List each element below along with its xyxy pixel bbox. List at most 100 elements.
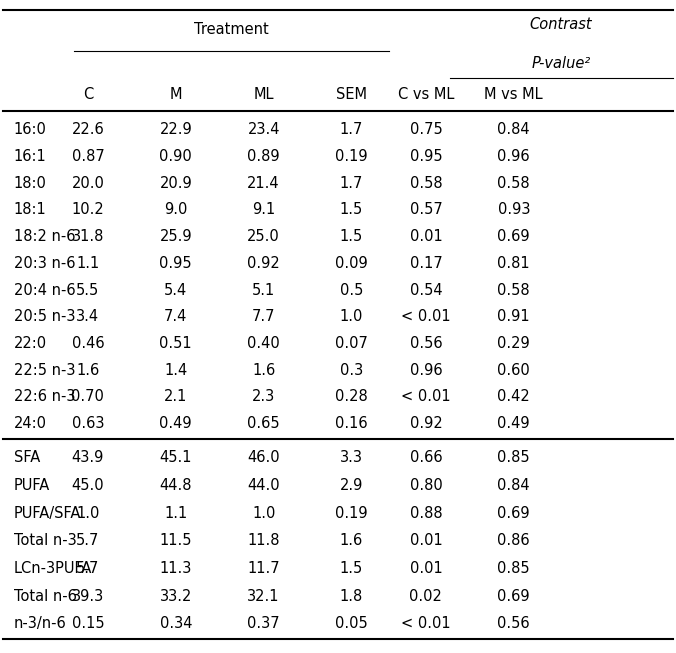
Text: 1.6: 1.6 — [340, 534, 363, 549]
Text: 0.02: 0.02 — [410, 588, 442, 603]
Text: 2.1: 2.1 — [164, 389, 187, 404]
Text: 0.58: 0.58 — [410, 176, 442, 191]
Text: 22.6: 22.6 — [72, 122, 104, 137]
Text: 0.69: 0.69 — [498, 229, 530, 244]
Text: < 0.01: < 0.01 — [401, 310, 451, 325]
Text: 0.37: 0.37 — [247, 616, 280, 631]
Text: 0.29: 0.29 — [498, 336, 530, 351]
Text: 5.4: 5.4 — [164, 283, 187, 298]
Text: 32.1: 32.1 — [247, 588, 280, 603]
Text: 0.85: 0.85 — [498, 450, 530, 465]
Text: 0.93: 0.93 — [498, 202, 530, 217]
Text: 45.1: 45.1 — [160, 450, 192, 465]
Text: 11.5: 11.5 — [160, 534, 192, 549]
Text: 0.86: 0.86 — [498, 534, 530, 549]
Text: 0.3: 0.3 — [340, 363, 363, 377]
Text: Total n-6: Total n-6 — [14, 588, 76, 603]
Text: SFA: SFA — [14, 450, 40, 465]
Text: 0.28: 0.28 — [335, 389, 368, 404]
Text: 5.1: 5.1 — [252, 283, 275, 298]
Text: 7.4: 7.4 — [164, 310, 187, 325]
Text: 0.60: 0.60 — [498, 363, 530, 377]
Text: 0.75: 0.75 — [410, 122, 442, 137]
Text: 0.54: 0.54 — [410, 283, 442, 298]
Text: 0.42: 0.42 — [498, 389, 530, 404]
Text: C vs ML: C vs ML — [397, 88, 454, 102]
Text: 9.0: 9.0 — [164, 202, 187, 217]
Text: 3.4: 3.4 — [76, 310, 99, 325]
Text: Contrast: Contrast — [530, 17, 592, 31]
Text: 31.8: 31.8 — [72, 229, 104, 244]
Text: 0.95: 0.95 — [410, 149, 442, 164]
Text: 20:3 n-6: 20:3 n-6 — [14, 256, 75, 271]
Text: 0.84: 0.84 — [498, 478, 530, 493]
Text: 0.88: 0.88 — [410, 505, 442, 520]
Text: 0.19: 0.19 — [335, 149, 368, 164]
Text: 0.84: 0.84 — [498, 122, 530, 137]
Text: 1.0: 1.0 — [340, 310, 363, 325]
Text: 0.51: 0.51 — [160, 336, 192, 351]
Text: LCn-3PUFA: LCn-3PUFA — [14, 561, 92, 576]
Text: 0.69: 0.69 — [498, 588, 530, 603]
Text: Treatment: Treatment — [194, 22, 269, 37]
Text: 25.0: 25.0 — [247, 229, 280, 244]
Text: 0.91: 0.91 — [498, 310, 530, 325]
Text: 22:6 n-3: 22:6 n-3 — [14, 389, 75, 404]
Text: 9.1: 9.1 — [252, 202, 275, 217]
Text: < 0.01: < 0.01 — [401, 389, 451, 404]
Text: 0.87: 0.87 — [72, 149, 104, 164]
Text: 22.9: 22.9 — [160, 122, 192, 137]
Text: 11.3: 11.3 — [160, 561, 192, 576]
Text: n-3/n-6: n-3/n-6 — [14, 616, 66, 631]
Text: 1.6: 1.6 — [252, 363, 275, 377]
Text: 0.69: 0.69 — [498, 505, 530, 520]
Text: 5.7: 5.7 — [76, 534, 99, 549]
Text: 20.0: 20.0 — [72, 176, 104, 191]
Text: 1.0: 1.0 — [252, 505, 275, 520]
Text: 1.5: 1.5 — [340, 561, 363, 576]
Text: 18:1: 18:1 — [14, 202, 46, 217]
Text: 0.80: 0.80 — [410, 478, 442, 493]
Text: 0.01: 0.01 — [410, 561, 442, 576]
Text: 10.2: 10.2 — [72, 202, 104, 217]
Text: 0.66: 0.66 — [410, 450, 442, 465]
Text: 7.7: 7.7 — [252, 310, 275, 325]
Text: 0.85: 0.85 — [498, 561, 530, 576]
Text: 0.09: 0.09 — [335, 256, 368, 271]
Text: 0.58: 0.58 — [498, 176, 530, 191]
Text: 0.92: 0.92 — [247, 256, 280, 271]
Text: 23.4: 23.4 — [247, 122, 280, 137]
Text: 1.1: 1.1 — [76, 256, 99, 271]
Text: 39.3: 39.3 — [72, 588, 104, 603]
Text: 5.7: 5.7 — [76, 561, 99, 576]
Text: 18:2 n-6: 18:2 n-6 — [14, 229, 75, 244]
Text: C: C — [82, 88, 93, 102]
Text: 0.34: 0.34 — [160, 616, 192, 631]
Text: 0.01: 0.01 — [410, 229, 442, 244]
Text: 1.1: 1.1 — [164, 505, 187, 520]
Text: 18:0: 18:0 — [14, 176, 47, 191]
Text: 21.4: 21.4 — [247, 176, 280, 191]
Text: 0.49: 0.49 — [160, 416, 192, 431]
Text: 0.16: 0.16 — [335, 416, 368, 431]
Text: 0.19: 0.19 — [335, 505, 368, 520]
Text: PUFA/SFA: PUFA/SFA — [14, 505, 81, 520]
Text: 2.9: 2.9 — [340, 478, 363, 493]
Text: 0.63: 0.63 — [72, 416, 104, 431]
Text: 5.5: 5.5 — [76, 283, 99, 298]
Text: 44.8: 44.8 — [160, 478, 192, 493]
Text: 43.9: 43.9 — [72, 450, 104, 465]
Text: 24:0: 24:0 — [14, 416, 47, 431]
Text: M: M — [170, 88, 182, 102]
Text: 0.17: 0.17 — [410, 256, 442, 271]
Text: < 0.01: < 0.01 — [401, 616, 451, 631]
Text: 1.8: 1.8 — [340, 588, 363, 603]
Text: 0.07: 0.07 — [335, 336, 368, 351]
Text: 0.70: 0.70 — [72, 389, 104, 404]
Text: SEM: SEM — [336, 88, 367, 102]
Text: 3.3: 3.3 — [340, 450, 363, 465]
Text: 0.81: 0.81 — [498, 256, 530, 271]
Text: Total n-3: Total n-3 — [14, 534, 76, 549]
Text: ML: ML — [254, 88, 274, 102]
Text: 45.0: 45.0 — [72, 478, 104, 493]
